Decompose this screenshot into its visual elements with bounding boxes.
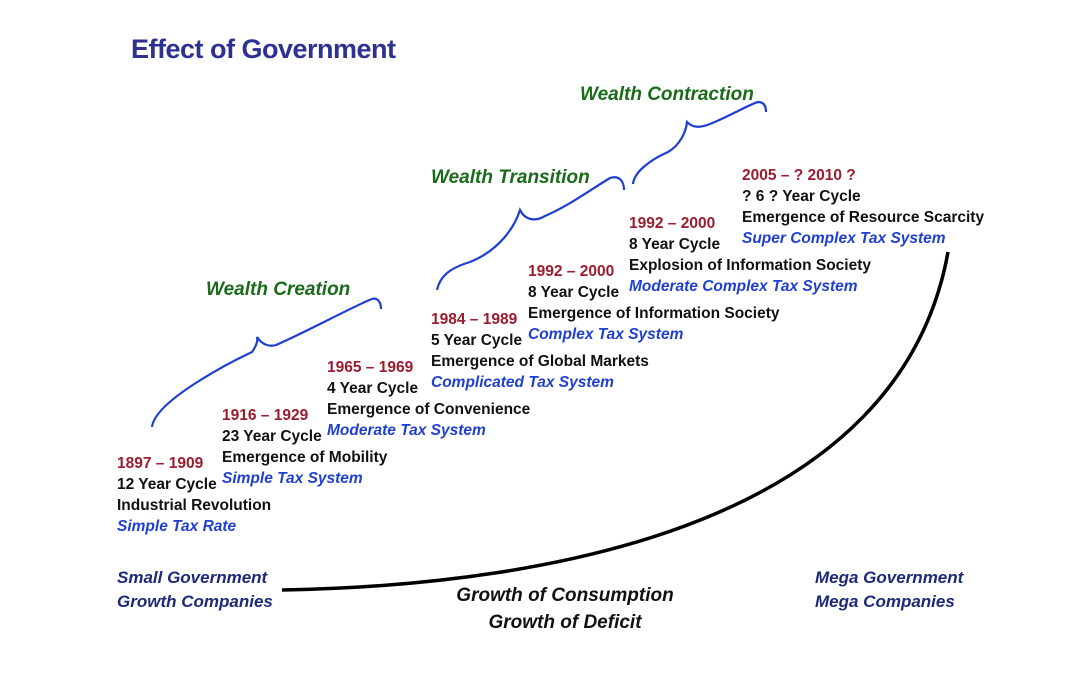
era-years: 1916 – 1929 <box>222 407 309 424</box>
era-cycle: 5 Year Cycle <box>431 332 523 349</box>
era-block: 2005 – ? 2010 ? ? 6 ? Year Cycle Emergen… <box>742 165 984 249</box>
era-cycle: 23 Year Cycle <box>222 428 322 445</box>
era-emergence: Industrial Revolution <box>117 497 272 514</box>
phase-wealth-creation: Wealth Creation <box>206 279 351 300</box>
era-tax: Simple Tax System <box>222 470 363 487</box>
era-tax: Moderate Complex Tax System <box>629 278 858 295</box>
page-title: Effect of Government <box>131 34 396 64</box>
era-cycle: ? 6 ? Year Cycle <box>742 188 861 205</box>
era-block: 1984 – 1989 5 Year Cycle Emergence of Gl… <box>431 309 649 393</box>
left-label-line2: Growth Companies <box>117 592 273 611</box>
bottom-label-line1: Growth of Consumption <box>456 585 674 606</box>
era-cycle: 8 Year Cycle <box>629 236 721 253</box>
era-years: 1992 – 2000 <box>629 215 716 232</box>
era-years: 1984 – 1989 <box>431 311 518 328</box>
right-label-line1: Mega Government <box>815 568 964 587</box>
era-emergence: Emergence of Mobility <box>222 449 388 466</box>
era-block: 1992 – 2000 8 Year Cycle Emergence of In… <box>528 261 780 345</box>
era-years: 1992 – 2000 <box>528 263 615 280</box>
era-emergence: Explosion of Information Society <box>629 257 871 274</box>
phase-wealth-contraction: Wealth Contraction <box>580 84 754 105</box>
bottom-label-line2: Growth of Deficit <box>488 612 642 633</box>
era-cycle: 8 Year Cycle <box>528 284 620 301</box>
era-tax: Complicated Tax System <box>431 374 614 391</box>
phase-wealth-transition: Wealth Transition <box>431 167 590 188</box>
era-tax: Complex Tax System <box>528 326 684 343</box>
era-years: 1965 – 1969 <box>327 359 414 376</box>
era-tax: Simple Tax Rate <box>117 518 237 535</box>
era-emergence: Emergence of Information Society <box>528 305 780 322</box>
wealth-transition-brace <box>435 176 626 291</box>
era-emergence: Emergence of Resource Scarcity <box>742 209 985 226</box>
era-block: 1916 – 1929 23 Year Cycle Emergence of M… <box>222 405 387 489</box>
era-emergence: Emergence of Global Markets <box>431 353 649 370</box>
era-years: 2005 – ? 2010 ? <box>742 167 856 184</box>
growth-curve <box>281 251 950 592</box>
era-tax: Super Complex Tax System <box>742 230 946 247</box>
era-block: 1897 – 1909 12 Year Cycle Industrial Rev… <box>117 453 271 537</box>
era-cycle: 12 Year Cycle <box>117 476 217 493</box>
small-government-label: Small Government Growth Companies <box>117 566 273 614</box>
mega-government-label: Mega Government Mega Companies <box>815 566 963 614</box>
era-years: 1897 – 1909 <box>117 455 204 472</box>
era-cycle: 4 Year Cycle <box>327 380 419 397</box>
era-block: 1992 – 2000 8 Year Cycle Explosion of In… <box>629 213 871 297</box>
growth-caption: Growth of Consumption Growth of Deficit <box>445 582 685 636</box>
right-label-line2: Mega Companies <box>815 592 955 611</box>
era-emergence: Emergence of Convenience <box>327 401 531 418</box>
era-block: 1965 – 1969 4 Year Cycle Emergence of Co… <box>327 357 530 441</box>
wealth-creation-brace <box>150 297 383 428</box>
wealth-contraction-brace <box>631 100 768 185</box>
era-tax: Moderate Tax System <box>327 422 486 439</box>
left-label-line1: Small Government <box>117 568 268 587</box>
